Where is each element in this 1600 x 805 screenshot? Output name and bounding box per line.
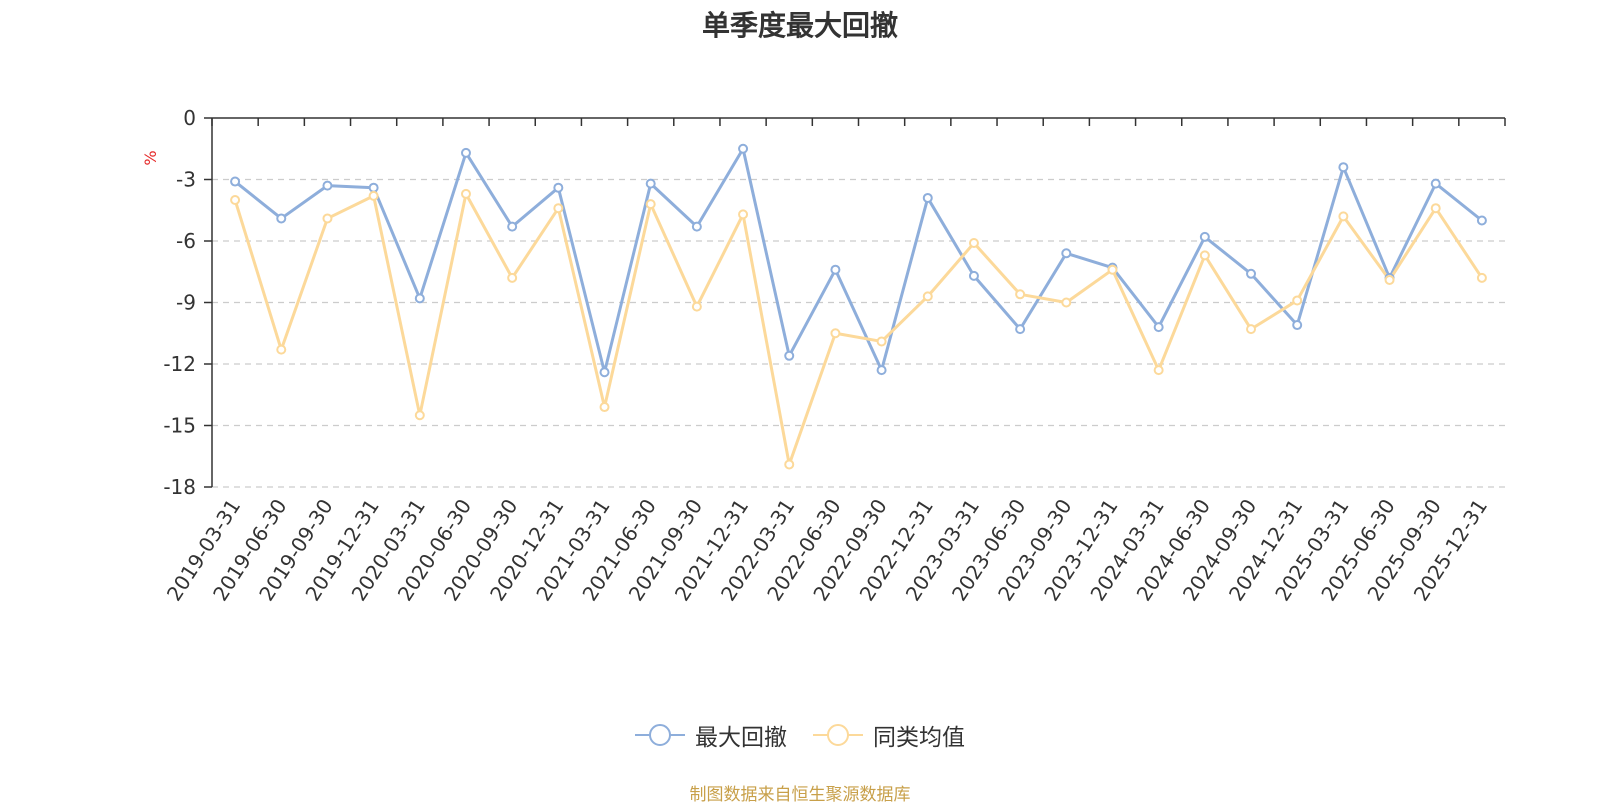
- data-point-series-0[interactable]: [1292, 320, 1303, 331]
- data-point-series-0[interactable]: [460, 147, 471, 158]
- y-tick-label: -9: [176, 291, 196, 315]
- legend: 最大回撤 同类均值: [0, 718, 1600, 752]
- data-point-series-0[interactable]: [645, 178, 656, 189]
- y-tick-label: -15: [163, 414, 196, 438]
- chart-title: 单季度最大回撤: [701, 9, 898, 42]
- data-point-series-1[interactable]: [738, 209, 749, 220]
- data-point-series-1[interactable]: [368, 190, 379, 201]
- legend-swatch-max-drawdown-icon: [635, 724, 685, 746]
- y-tick-label: -18: [163, 475, 196, 499]
- series-line-1: [233, 192, 1484, 466]
- data-point-series-0[interactable]: [1015, 324, 1026, 335]
- data-point-series-0[interactable]: [322, 180, 333, 191]
- data-point-series-0[interactable]: [830, 264, 841, 275]
- data-point-series-0[interactable]: [1476, 215, 1487, 226]
- data-point-series-1[interactable]: [507, 272, 518, 283]
- axes: 0-3-6-9-12-15-182019-03-312019-06-302019…: [162, 106, 1506, 605]
- y-tick-label: -3: [176, 168, 196, 192]
- data-point-series-1[interactable]: [322, 213, 333, 224]
- data-point-series-1[interactable]: [1338, 211, 1349, 222]
- legend-label-peer-average: 同类均值: [873, 725, 965, 751]
- legend-item-max-drawdown[interactable]: 最大回撤: [635, 718, 787, 752]
- data-point-series-0[interactable]: [784, 350, 795, 361]
- data-point-series-1[interactable]: [1292, 295, 1303, 306]
- data-point-series-0[interactable]: [230, 176, 241, 187]
- data-point-series-1[interactable]: [968, 238, 979, 249]
- data-point-series-0[interactable]: [507, 221, 518, 232]
- data-point-series-1[interactable]: [1430, 203, 1441, 214]
- data-point-series-0[interactable]: [414, 293, 425, 304]
- legend-item-peer-average[interactable]: 同类均值: [813, 718, 965, 752]
- data-point-series-1[interactable]: [1015, 289, 1026, 300]
- data-point-series-1[interactable]: [876, 336, 887, 347]
- data-point-series-1[interactable]: [1153, 365, 1164, 376]
- data-point-series-0[interactable]: [691, 221, 702, 232]
- data-point-series-0[interactable]: [1153, 322, 1164, 333]
- data-point-series-0[interactable]: [276, 213, 287, 224]
- data-point-series-1[interactable]: [1061, 297, 1072, 308]
- y-tick-label: 0: [183, 106, 196, 130]
- data-point-series-0[interactable]: [1246, 268, 1257, 279]
- data-point-series-1[interactable]: [645, 199, 656, 210]
- data-point-series-1[interactable]: [1476, 272, 1487, 283]
- legend-swatch-peer-average-icon: [813, 724, 863, 746]
- data-point-series-1[interactable]: [414, 410, 425, 421]
- data-point-series-1[interactable]: [830, 328, 841, 339]
- data-point-series-1[interactable]: [1246, 324, 1257, 335]
- data-point-series-0[interactable]: [1061, 248, 1072, 259]
- data-point-series-1[interactable]: [1107, 264, 1118, 275]
- data-point-series-0[interactable]: [738, 143, 749, 154]
- data-point-series-0[interactable]: [876, 365, 887, 376]
- data-point-series-0[interactable]: [1199, 231, 1210, 242]
- y-tick-label: -12: [163, 352, 196, 376]
- data-point-series-0[interactable]: [1430, 178, 1441, 189]
- data-point-series-0[interactable]: [368, 182, 379, 193]
- data-point-series-1[interactable]: [553, 203, 564, 214]
- data-point-series-1[interactable]: [691, 301, 702, 312]
- legend-label-max-drawdown: 最大回撤: [695, 725, 787, 751]
- data-point-series-1[interactable]: [1199, 250, 1210, 261]
- data-point-series-0[interactable]: [553, 182, 564, 193]
- data-point-series-0[interactable]: [922, 192, 933, 203]
- data-point-series-0[interactable]: [599, 367, 610, 378]
- source-note: 制图数据来自恒生聚源数据库: [689, 785, 911, 805]
- data-point-series-1[interactable]: [230, 195, 241, 205]
- data-point-series-0[interactable]: [1338, 162, 1349, 173]
- data-point-series-1[interactable]: [784, 459, 795, 470]
- data-point-series-0[interactable]: [968, 270, 979, 281]
- data-point-series-1[interactable]: [460, 188, 471, 199]
- data-point-series-1[interactable]: [599, 402, 610, 413]
- y-tick-label: -6: [176, 229, 196, 253]
- y-axis-unit-label: %: [141, 150, 160, 165]
- grid-lines: [212, 178, 1505, 488]
- data-point-series-1[interactable]: [922, 291, 933, 302]
- data-point-series-1[interactable]: [1384, 274, 1395, 285]
- data-point-series-1[interactable]: [276, 344, 287, 355]
- series-line-0: [234, 147, 1483, 374]
- series-layer: [230, 143, 1487, 470]
